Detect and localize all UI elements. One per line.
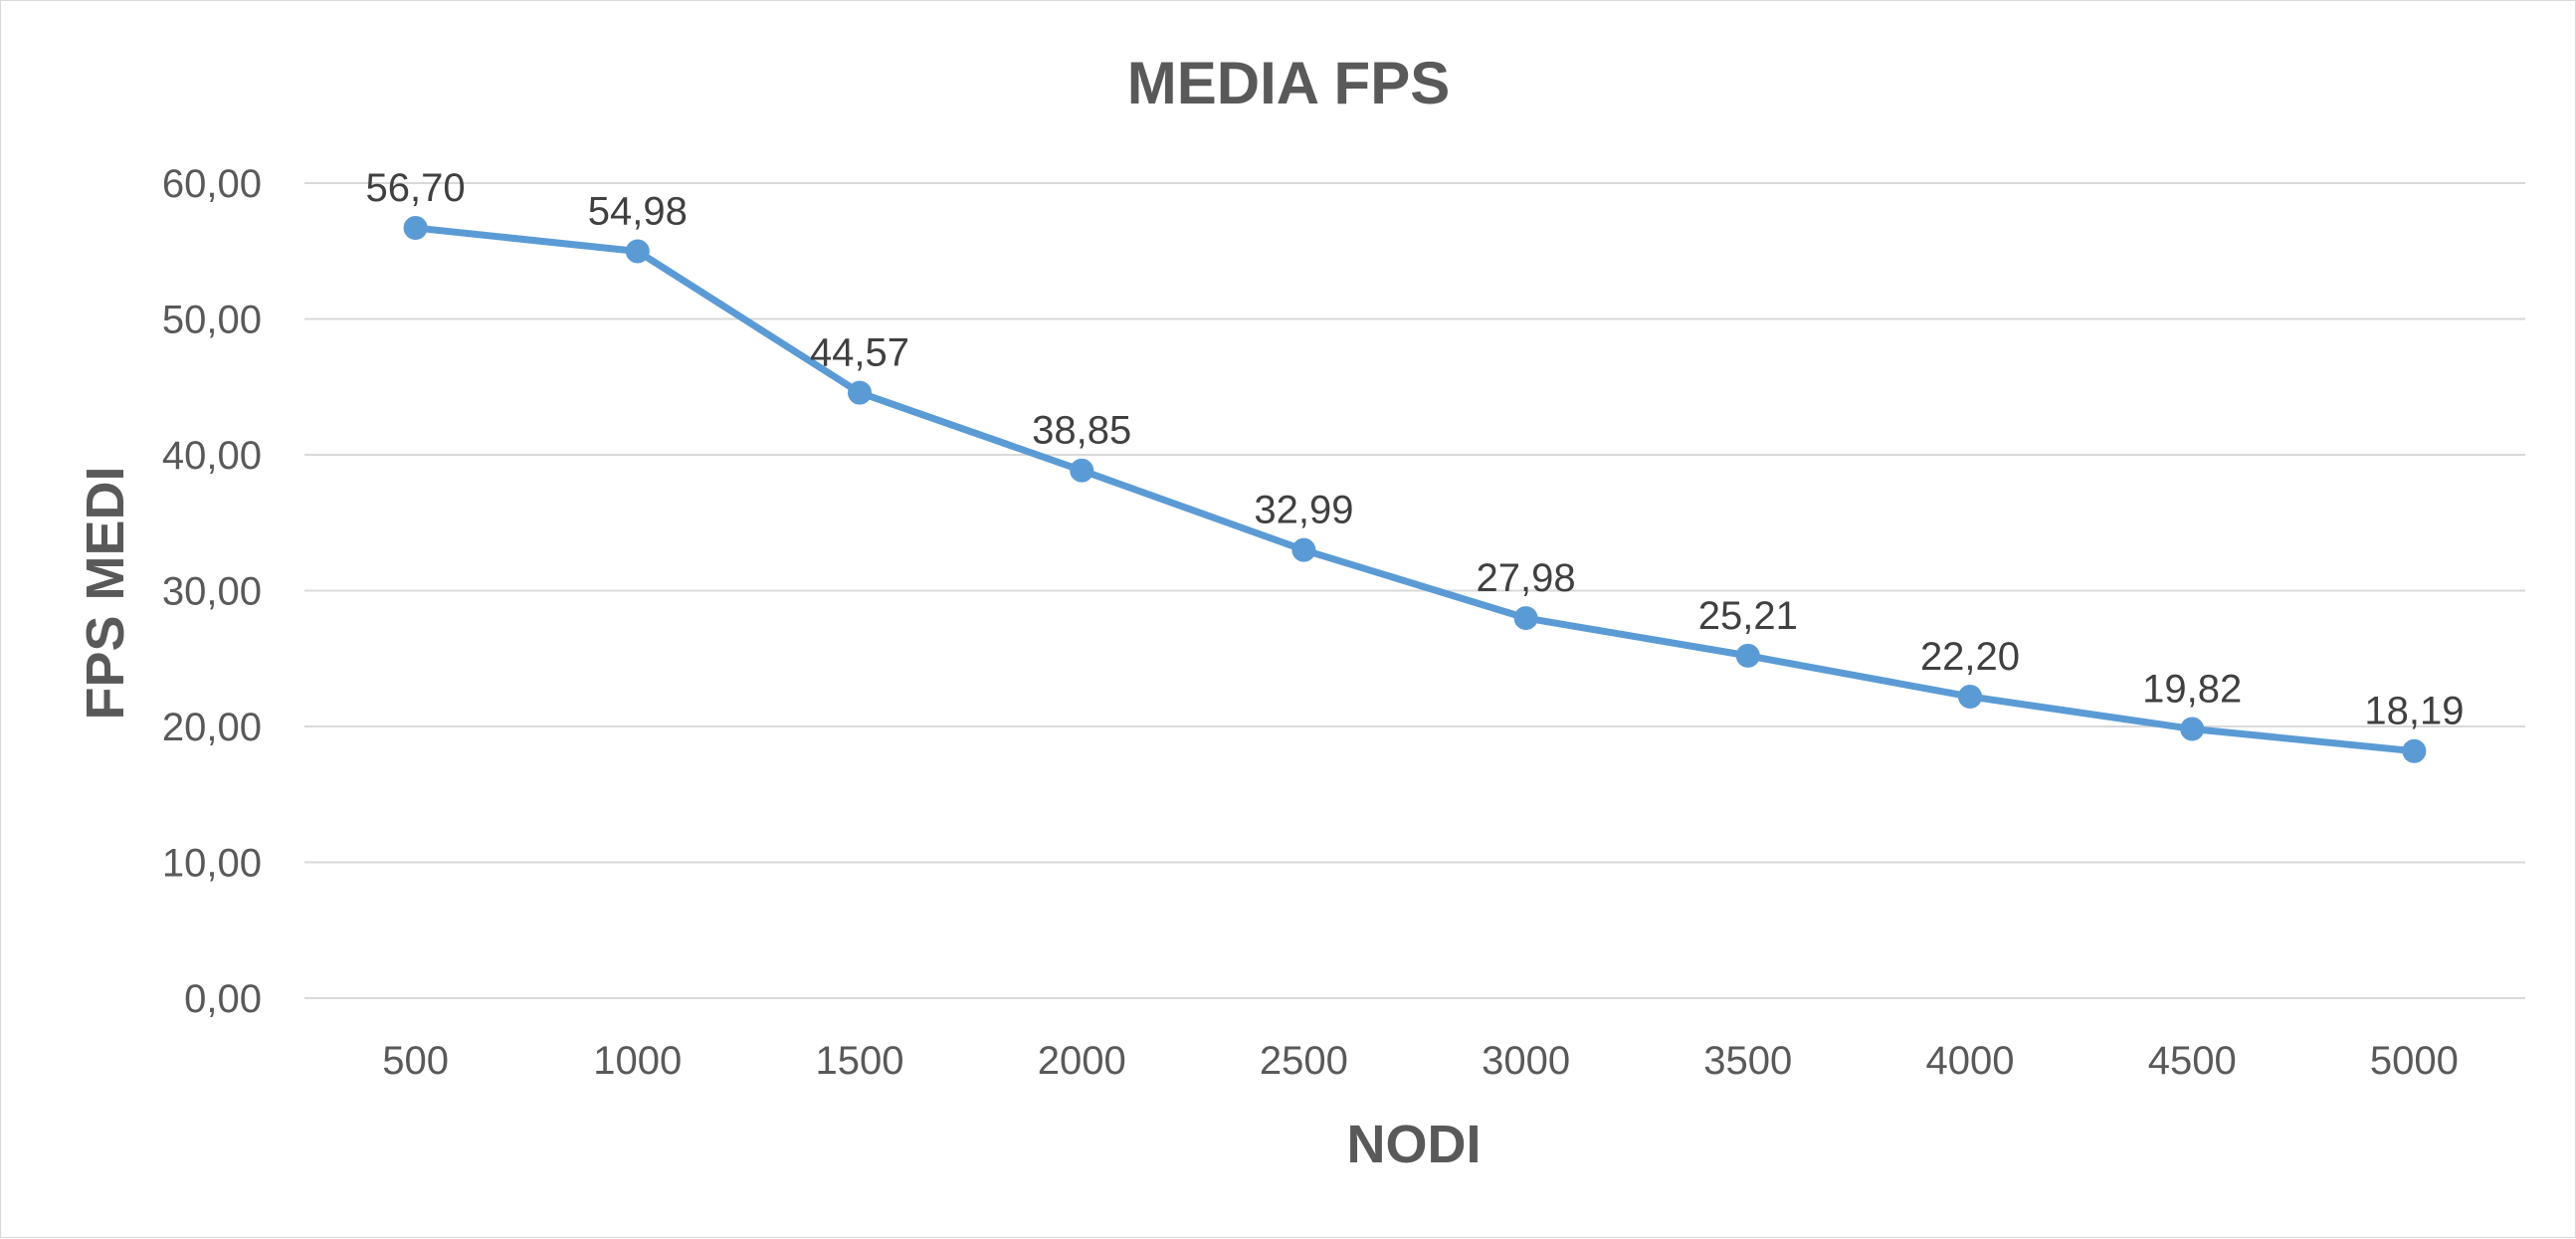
data-label: 19,82 [2142,667,2242,711]
x-tick-label: 1000 [593,1039,682,1083]
data-point [1735,643,1760,668]
y-tick-label: 20,00 [162,706,262,749]
y-tick-label: 40,00 [162,434,262,478]
y-tick-label: 60,00 [162,162,262,206]
series-layer [403,216,2427,763]
data-label: 25,21 [1698,594,1798,638]
y-tick-label: 30,00 [162,570,262,614]
data-labels: 56,70 54,98 44,57 38,85 32,99 27,98 25,21 22,20… [366,166,2465,733]
y-tick-label: 10,00 [162,842,262,886]
x-tick-label: 4000 [1926,1039,2015,1083]
data-point [1291,537,1316,562]
y-axis-title: FPS MEDI [76,466,135,720]
x-tick-label: 3000 [1482,1039,1570,1083]
x-tick-label: 1500 [816,1039,904,1083]
data-label: 44,57 [810,331,909,375]
x-axis-tick-labels: 500 1000 1500 2000 2500 3000 3500 4000 4500 5000 [382,1039,2459,1083]
data-point [403,216,428,241]
y-tick-label: 50,00 [162,299,262,342]
data-point [848,380,872,405]
data-label: 54,98 [588,190,688,234]
data-point [1958,684,1982,709]
x-tick-label: 500 [382,1039,449,1083]
data-label: 56,70 [366,166,466,210]
y-tick-label: 0,00 [184,977,262,1021]
data-point [1513,606,1538,631]
y-axis-tick-labels: 0,00 10,00 20,00 30,00 40,00 50,00 60,00 [162,162,262,1021]
gridlines [304,182,2525,999]
x-tick-label: 2500 [1260,1039,1348,1083]
data-point [2180,717,2205,741]
series-line [412,224,2418,755]
data-point [2402,738,2427,763]
data-label: 27,98 [1477,556,1576,600]
data-point [625,239,650,264]
x-tick-label: 2000 [1038,1039,1126,1083]
data-label: 18,19 [2364,690,2464,733]
chart-title: MEDIA FPS [1127,50,1450,116]
x-axis-title: NODI [1347,1115,1482,1174]
x-tick-label: 4500 [2148,1039,2237,1083]
data-label: 32,99 [1254,489,1353,532]
data-point [1070,458,1094,483]
data-label: 22,20 [1920,635,2020,679]
x-tick-label: 5000 [2370,1039,2459,1083]
x-tick-label: 3500 [1703,1039,1792,1083]
data-label: 38,85 [1032,409,1131,453]
